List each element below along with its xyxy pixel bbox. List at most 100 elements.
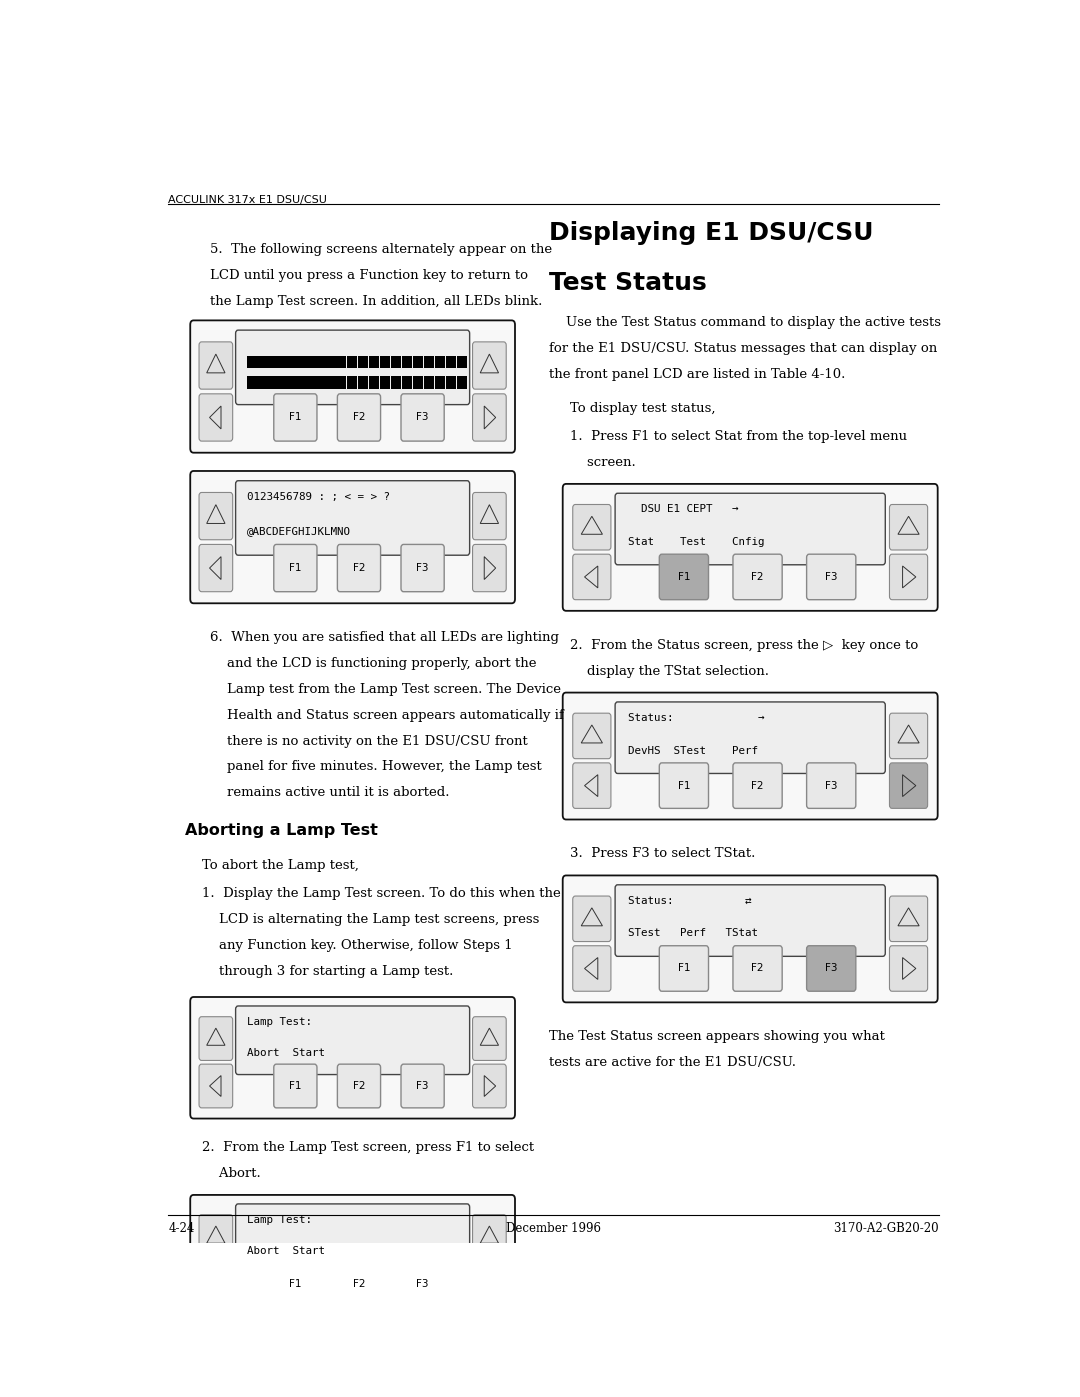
- Text: there is no activity on the E1 DSU/CSU front: there is no activity on the E1 DSU/CSU f…: [211, 735, 528, 747]
- FancyBboxPatch shape: [190, 471, 515, 604]
- FancyBboxPatch shape: [199, 342, 232, 390]
- Text: 0123456789 : ; < = > ?: 0123456789 : ; < = > ?: [247, 492, 390, 502]
- Bar: [379, 376, 390, 390]
- Text: Stat    Test    Cnfig: Stat Test Cnfig: [629, 536, 765, 546]
- Bar: [413, 355, 423, 369]
- FancyBboxPatch shape: [890, 714, 928, 759]
- FancyBboxPatch shape: [273, 1065, 316, 1108]
- FancyBboxPatch shape: [563, 483, 937, 610]
- Bar: [357, 376, 368, 390]
- FancyBboxPatch shape: [273, 545, 316, 592]
- Text: F2: F2: [752, 781, 764, 791]
- Text: the Lamp Test screen. In addition, all LEDs blink.: the Lamp Test screen. In addition, all L…: [211, 295, 543, 307]
- FancyBboxPatch shape: [616, 884, 886, 957]
- FancyBboxPatch shape: [733, 763, 782, 809]
- Bar: [247, 355, 258, 369]
- Text: F3: F3: [417, 1278, 429, 1289]
- FancyBboxPatch shape: [733, 946, 782, 992]
- Text: F3: F3: [825, 571, 837, 583]
- FancyBboxPatch shape: [190, 1194, 515, 1316]
- Text: remains active until it is aborted.: remains active until it is aborted.: [211, 787, 450, 799]
- Text: Health and Status screen appears automatically if: Health and Status screen appears automat…: [211, 708, 564, 722]
- Bar: [379, 355, 390, 369]
- Text: Test Status: Test Status: [550, 271, 707, 295]
- FancyBboxPatch shape: [890, 946, 928, 992]
- FancyBboxPatch shape: [337, 1261, 380, 1306]
- FancyBboxPatch shape: [659, 946, 708, 992]
- Text: ACCULINK 317x E1 DSU/CSU: ACCULINK 317x E1 DSU/CSU: [168, 194, 327, 204]
- Bar: [313, 376, 324, 390]
- Text: Lamp test from the Lamp Test screen. The Device: Lamp test from the Lamp Test screen. The…: [211, 683, 562, 696]
- Bar: [281, 355, 291, 369]
- Text: 4-24: 4-24: [168, 1222, 194, 1235]
- Bar: [269, 376, 280, 390]
- FancyBboxPatch shape: [807, 763, 855, 809]
- Bar: [258, 355, 269, 369]
- Text: 5.  The following screens alternately appear on the: 5. The following screens alternately app…: [211, 243, 553, 256]
- FancyBboxPatch shape: [473, 1261, 507, 1306]
- Text: F3: F3: [417, 412, 429, 422]
- Bar: [435, 355, 445, 369]
- FancyBboxPatch shape: [659, 763, 708, 809]
- Bar: [347, 376, 356, 390]
- Text: 3.  Press F3 to select TStat.: 3. Press F3 to select TStat.: [570, 848, 756, 861]
- Text: display the TStat selection.: display the TStat selection.: [570, 665, 769, 678]
- FancyBboxPatch shape: [563, 693, 937, 820]
- Bar: [402, 376, 411, 390]
- Bar: [336, 376, 346, 390]
- Text: 2.  From the Status screen, press the ▷  key once to: 2. From the Status screen, press the ▷ k…: [570, 638, 918, 652]
- Text: tests are active for the E1 DSU/CSU.: tests are active for the E1 DSU/CSU.: [550, 1056, 796, 1069]
- Text: any Function key. Otherwise, follow Steps 1: any Function key. Otherwise, follow Step…: [202, 939, 513, 951]
- Bar: [324, 355, 335, 369]
- FancyBboxPatch shape: [235, 1006, 470, 1074]
- Text: F2: F2: [353, 1081, 365, 1091]
- FancyBboxPatch shape: [572, 555, 611, 599]
- Bar: [324, 376, 335, 390]
- FancyBboxPatch shape: [199, 1214, 232, 1259]
- Text: F1: F1: [289, 563, 301, 573]
- Bar: [347, 355, 356, 369]
- Text: F3: F3: [825, 964, 837, 974]
- FancyBboxPatch shape: [199, 394, 232, 441]
- FancyBboxPatch shape: [572, 714, 611, 759]
- FancyBboxPatch shape: [473, 394, 507, 441]
- Text: F1: F1: [289, 1278, 301, 1289]
- Text: panel for five minutes. However, the Lamp test: panel for five minutes. However, the Lam…: [211, 760, 542, 774]
- FancyBboxPatch shape: [616, 701, 886, 774]
- FancyBboxPatch shape: [337, 394, 380, 441]
- Text: Abort  Start: Abort Start: [247, 1048, 325, 1058]
- Bar: [457, 376, 467, 390]
- FancyBboxPatch shape: [401, 1065, 444, 1108]
- Text: LCD is alternating the Lamp test screens, press: LCD is alternating the Lamp test screens…: [202, 914, 539, 926]
- Bar: [423, 376, 434, 390]
- Text: F2: F2: [752, 571, 764, 583]
- Text: F2: F2: [752, 964, 764, 974]
- FancyBboxPatch shape: [473, 342, 507, 390]
- FancyBboxPatch shape: [890, 504, 928, 550]
- FancyBboxPatch shape: [401, 394, 444, 441]
- Text: F1: F1: [677, 781, 690, 791]
- Text: @ABCDEFGHIJKLMNO: @ABCDEFGHIJKLMNO: [247, 527, 351, 536]
- FancyBboxPatch shape: [199, 493, 232, 539]
- Text: Lamp Test:: Lamp Test:: [247, 1214, 312, 1225]
- FancyBboxPatch shape: [890, 895, 928, 942]
- FancyBboxPatch shape: [616, 493, 886, 564]
- Text: through 3 for starting a Lamp test.: through 3 for starting a Lamp test.: [202, 965, 454, 978]
- Text: F2: F2: [353, 412, 365, 422]
- Bar: [368, 376, 379, 390]
- Text: 2.  From the Lamp Test screen, press F1 to select: 2. From the Lamp Test screen, press F1 t…: [202, 1141, 535, 1154]
- Text: F3: F3: [417, 1081, 429, 1091]
- FancyBboxPatch shape: [273, 1261, 316, 1306]
- Bar: [336, 355, 346, 369]
- Bar: [368, 355, 379, 369]
- FancyBboxPatch shape: [235, 1204, 470, 1273]
- Text: December 1996: December 1996: [507, 1222, 600, 1235]
- Text: 1.  Display the Lamp Test screen. To do this when the: 1. Display the Lamp Test screen. To do t…: [202, 887, 561, 900]
- Bar: [258, 376, 269, 390]
- Text: F2: F2: [353, 1278, 365, 1289]
- Text: F1: F1: [289, 412, 301, 422]
- Bar: [457, 355, 467, 369]
- Text: STest   Perf   TStat: STest Perf TStat: [629, 929, 758, 939]
- FancyBboxPatch shape: [890, 763, 928, 809]
- FancyBboxPatch shape: [572, 895, 611, 942]
